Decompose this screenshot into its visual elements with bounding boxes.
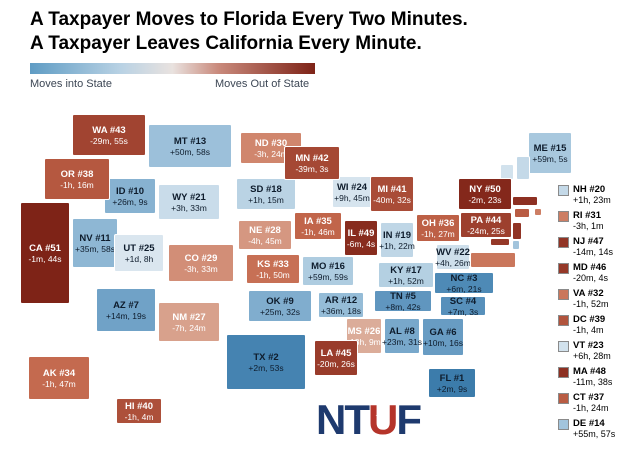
state-OR: OR #38 -1h, 16m <box>44 158 110 200</box>
color-chip <box>558 341 569 352</box>
state-OK: OK #9 +25m, 32s <box>248 290 312 322</box>
state-CO: CO #29 -3h, 33m <box>168 244 234 282</box>
side-item-CT: CT #37 -1h, 24m <box>558 392 638 413</box>
state-ME: ME #15 +59m, 5s <box>528 132 572 174</box>
state-FL: FL #1 +2m, 9s <box>428 368 476 398</box>
legend-out-label: Moves Out of State <box>215 78 310 90</box>
state-IN: IN #19 +1h, 22m <box>379 222 415 258</box>
state-SC: SC #4 +7m, 3s <box>440 296 486 317</box>
side-item-text: MA #48 -11m, 38s <box>573 366 613 387</box>
state-OH: OH #36 -1h, 27m <box>416 214 460 242</box>
side-item-text: MD #46 -20m, 4s <box>573 262 609 283</box>
state-WY: WY #21 +3h, 33m <box>158 184 220 220</box>
state-UT: UT #25 +1d, 8h <box>114 234 164 272</box>
side-item-text: DE #14 +55m, 57s <box>573 418 616 439</box>
side-item-RI: RI #31 -3h, 1m <box>558 210 638 231</box>
color-chip <box>558 289 569 300</box>
star-icon: ★ <box>375 409 389 427</box>
color-chip <box>558 185 569 196</box>
logo-letter-u: U ★ <box>368 396 398 443</box>
state-IL: IL #49 -6m, 4s <box>344 220 378 256</box>
side-item-text: VA #32 -1h, 52m <box>573 288 609 309</box>
small-states-list: NH #20 +1h, 23m RI #31 -3h, 1m NJ #47 -14m, 1… <box>558 184 638 439</box>
color-chip <box>558 419 569 430</box>
state-NH <box>516 156 530 180</box>
side-item-text: VT #23 +6h, 28m <box>573 340 611 361</box>
logo-letters-nt: NT <box>316 396 370 443</box>
state-RI <box>534 208 542 216</box>
state-LA: LA #45 -20m, 26s <box>314 340 358 376</box>
state-MN: MN #42 -39m, 3s <box>284 146 340 180</box>
side-item-text: CT #37 -1h, 24m <box>573 392 609 413</box>
side-item-text: DC #39 -1h, 4m <box>573 314 606 335</box>
side-item-text: NJ #47 -14m, 14s <box>573 236 614 257</box>
state-KY: KY #17 +1h, 52m <box>378 262 434 288</box>
state-TN: TN #5 +8m, 42s <box>374 290 432 312</box>
title-line-2: A Taxpayer Leaves California Every Minut… <box>30 33 422 54</box>
state-DE <box>512 240 520 250</box>
side-item-MD: MD #46 -20m, 4s <box>558 262 638 283</box>
state-PA: PA #44 -24m, 25s <box>460 212 512 238</box>
title-line-1: A Taxpayer Moves to Florida Every Two Mi… <box>30 9 468 30</box>
state-NV: NV #11 +35m, 58s <box>72 218 118 268</box>
state-GA: GA #6 +10m, 16s <box>422 318 464 356</box>
color-chip <box>558 211 569 222</box>
state-CT <box>514 208 530 218</box>
state-WV: WV #22 +4h, 26m <box>435 244 471 270</box>
color-chip <box>558 263 569 274</box>
side-item-VA: VA #32 -1h, 52m <box>558 288 638 309</box>
state-NE: NE #28 -4h, 45m <box>238 220 292 250</box>
state-MI: MI #41 -40m, 32s <box>370 176 414 212</box>
state-TX: TX #2 +2m, 53s <box>226 334 306 390</box>
side-item-text: RI #31 -3h, 1m <box>573 210 604 231</box>
page-title: A Taxpayer Moves to Florida Every Two Mi… <box>30 8 468 56</box>
ntuf-logo: NT U ★ F <box>316 396 422 443</box>
side-item-NJ: NJ #47 -14m, 14s <box>558 236 638 257</box>
side-item-DC: DC #39 -1h, 4m <box>558 314 638 335</box>
state-SD: SD #18 +1h, 15m <box>236 178 296 210</box>
color-chip <box>558 393 569 404</box>
side-item-MA: MA #48 -11m, 38s <box>558 366 638 387</box>
state-NJ <box>512 222 522 240</box>
legend-gradient-bar <box>30 63 315 74</box>
state-KS: KS #33 -1h, 50m <box>246 254 300 284</box>
color-chip <box>558 315 569 326</box>
side-item-text: NH #20 +1h, 23m <box>573 184 611 205</box>
state-IA: IA #35 -1h, 46m <box>294 212 342 240</box>
state-MT: MT #13 +50m, 58s <box>148 124 232 168</box>
state-NC: NC #3 +6m, 21s <box>434 272 494 294</box>
state-MA <box>512 196 538 206</box>
side-item-VT: VT #23 +6h, 28m <box>558 340 638 361</box>
color-chip <box>558 367 569 378</box>
logo-letter-f: F <box>396 396 422 443</box>
state-AR: AR #12 +36m, 18s <box>318 292 364 318</box>
legend-into-label: Moves into State <box>30 78 112 90</box>
side-item-NH: NH #20 +1h, 23m <box>558 184 638 205</box>
state-CA: CA #51 -1m, 44s <box>20 202 70 304</box>
state-MS: MS #26 -13h, 9m <box>346 318 382 354</box>
state-AK: AK #34 -1h, 47m <box>28 356 90 400</box>
side-item-DE: DE #14 +55m, 57s <box>558 418 638 439</box>
state-WA: WA #43 -29m, 55s <box>72 114 146 156</box>
state-HI: HI #40 -1h, 4m <box>116 398 162 424</box>
state-ID: ID #10 +26m, 9s <box>104 178 156 214</box>
state-AL: AL #8 +23m, 31s <box>382 318 422 354</box>
state-VA <box>470 252 516 268</box>
state-NY: NY #50 -2m, 23s <box>458 178 512 210</box>
state-AZ: AZ #7 +14m, 19s <box>96 288 156 332</box>
state-NM: NM #27 -7h, 24m <box>158 302 220 342</box>
state-WI: WI #24 +9h, 45m <box>332 176 372 208</box>
color-chip <box>558 237 569 248</box>
state-MD <box>490 238 510 246</box>
state-MO: MO #16 +59m, 59s <box>302 256 354 286</box>
